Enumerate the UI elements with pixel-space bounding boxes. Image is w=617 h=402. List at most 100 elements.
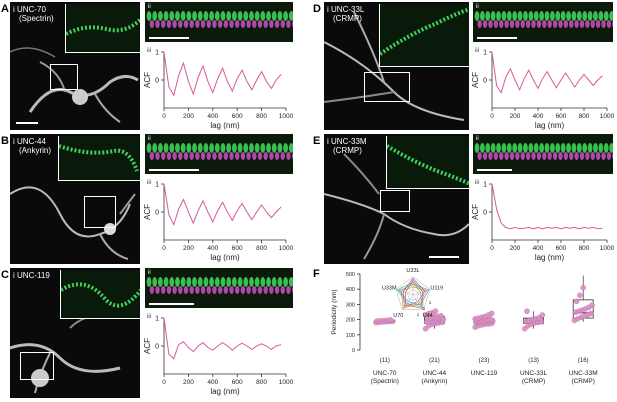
stripe-magenta (178, 152, 183, 160)
y-axis-label: ACF (471, 72, 480, 88)
stripe-magenta (206, 20, 211, 28)
data-point (573, 298, 580, 305)
x-tick-label: 400 (207, 245, 218, 252)
x-tick-label: 0 (162, 245, 166, 252)
x-tick-label: 600 (232, 245, 243, 252)
y-tick-label: 0 (155, 344, 159, 351)
stripe-magenta (269, 286, 274, 294)
stripe-green (566, 143, 571, 153)
stripe-magenta (280, 152, 285, 160)
stripe-green (501, 143, 507, 153)
stripe-green (533, 143, 539, 153)
neuron-image-a (10, 47, 139, 123)
stripe-magenta (558, 152, 563, 160)
stripe-magenta (547, 20, 552, 28)
category-label: UNC-70 (373, 370, 397, 377)
stripe-magenta (536, 152, 542, 160)
stripe-green (226, 11, 232, 21)
stripe-magenta (291, 286, 293, 294)
stripe-magenta (291, 20, 293, 28)
stripe-magenta (569, 20, 574, 28)
stripe-magenta (149, 20, 155, 28)
x-tick-label: 1000 (279, 113, 294, 120)
stripe-green (506, 143, 512, 153)
sample-count: (16) (578, 358, 589, 364)
stripe-magenta (558, 20, 563, 28)
acf-series-line (163, 51, 282, 97)
stripe-magenta (477, 20, 482, 28)
stripe-green (517, 143, 523, 153)
zoom-inset-e (385, 136, 469, 189)
stripe-magenta (189, 286, 194, 294)
radar-axis-label: U33L (406, 268, 419, 274)
stripe-green (186, 11, 192, 21)
stripe-magenta (274, 152, 280, 160)
y-tick-label: 0 (483, 210, 487, 217)
stripe-green (197, 11, 203, 21)
stripe-magenta (229, 20, 234, 28)
stripe-magenta (574, 152, 579, 160)
stripe-green (226, 143, 232, 153)
stripe-magenta (183, 286, 189, 294)
stripe-green (271, 277, 277, 287)
stripe-magenta (552, 20, 558, 28)
stripe-green (243, 277, 249, 287)
stripe-green (249, 11, 254, 21)
stripe-magenta (240, 20, 246, 28)
roman-a-ii: ii (148, 4, 151, 10)
roman-a-i: i (13, 5, 15, 14)
stripe-magenta (189, 152, 194, 160)
stripe-green (266, 143, 271, 153)
stripe-green (209, 277, 215, 287)
stripe-green (220, 11, 226, 21)
stripe-green (243, 143, 249, 153)
stripe-magenta (172, 20, 177, 28)
stripe-green (157, 277, 163, 287)
stripe-green (146, 277, 152, 287)
sample-count: (13) (528, 358, 539, 364)
stripe-green (186, 143, 192, 153)
stripe-magenta (269, 20, 274, 28)
y-tick-label: 1 (155, 316, 159, 323)
y-tick-label: 1 (483, 50, 487, 57)
stripe-magenta (257, 152, 263, 160)
stripe-magenta (606, 152, 612, 160)
stripe-green (277, 143, 283, 153)
stripe-green (603, 11, 609, 21)
stripe-green (501, 11, 507, 21)
y-tick-label: 1 (155, 182, 159, 189)
stripe-green (549, 11, 555, 21)
x-axis-label: lag (nm) (535, 121, 565, 130)
stripe-green (560, 143, 566, 153)
label-c-line1: UNC-119 (17, 271, 50, 280)
stripe-magenta (569, 152, 574, 160)
data-point (580, 284, 587, 291)
stripe-magenta (525, 20, 531, 28)
stripe-magenta (217, 286, 223, 294)
stripe-green (157, 11, 163, 21)
micrograph-b-i: i UNC-44 (Ankyrin) (10, 134, 140, 264)
stripe-green (254, 143, 260, 153)
stripe-green (243, 11, 249, 21)
stripe-magenta (195, 20, 200, 28)
y-tick-label: 1 (483, 182, 487, 189)
stripe-green (490, 11, 496, 21)
roman-b-i: i (13, 137, 15, 146)
stripe-magenta (149, 152, 155, 160)
roi-box-b (84, 196, 116, 228)
y-tick-label: 0 (352, 348, 355, 354)
stripe-magenta (601, 20, 606, 28)
acf-chart-a: 0 1 0 200 400 600 800 1000 lag (nm) ACF (143, 50, 294, 131)
stripe-green (582, 143, 588, 153)
stripe-green (506, 11, 512, 21)
stripe-green (288, 277, 293, 287)
stripe-magenta (520, 152, 525, 160)
radar-axis-label: U119 (430, 285, 443, 291)
x-tick-label: 800 (579, 113, 590, 120)
roman-e-iii: iii (475, 180, 479, 186)
sample-count: (21) (429, 358, 440, 364)
data-point (432, 308, 439, 315)
stripe-green (203, 11, 209, 21)
x-tick-label: 1000 (279, 379, 294, 386)
roman-b-iii: iii (147, 180, 151, 186)
